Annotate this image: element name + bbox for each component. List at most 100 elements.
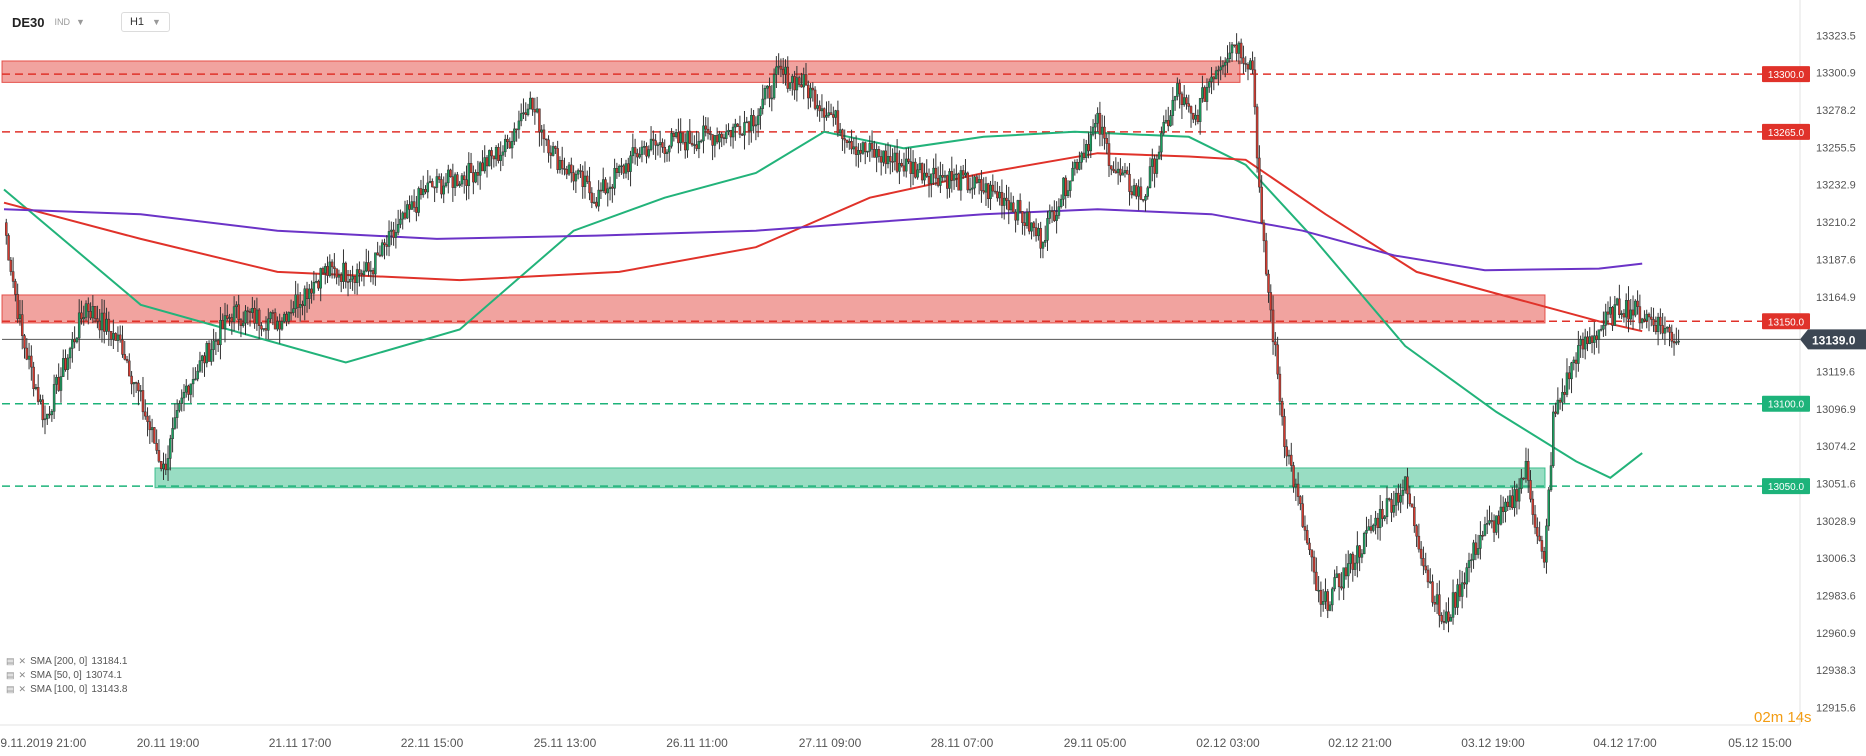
level-label-box (1762, 395, 1810, 412)
price-zone (1, 60, 1241, 83)
close-icon[interactable]: ✕ (18, 655, 27, 666)
candle-body (617, 166, 621, 173)
candle-body (134, 382, 138, 384)
candle-body (1018, 200, 1022, 212)
candle-body (1009, 202, 1013, 211)
candle-body (1549, 465, 1553, 491)
timeframe-select[interactable]: H1 ▼ (120, 12, 170, 32)
settings-icon[interactable]: ▤ (6, 655, 15, 666)
y-tick-label: 13051.6 (1816, 478, 1856, 490)
candle-body (1344, 567, 1348, 577)
candle-body (1208, 81, 1211, 88)
candle-body (1041, 242, 1045, 249)
candle-body (640, 146, 644, 155)
candle-body (207, 343, 211, 362)
candle-body (362, 270, 366, 275)
candle-body (125, 359, 129, 362)
candle-body (308, 288, 311, 299)
candle-body (1351, 553, 1355, 570)
level-label: 13050.0 (1768, 482, 1805, 493)
candle-body (1451, 592, 1455, 618)
candle-body (1490, 520, 1494, 522)
candle-body (1119, 168, 1122, 176)
candle-body (567, 164, 571, 175)
candle-body (709, 133, 712, 135)
candle-body (825, 115, 828, 118)
candle-body (237, 304, 240, 320)
symbol-name[interactable]: DE30 (12, 14, 45, 30)
candle-body (832, 114, 835, 118)
candle-body (148, 421, 152, 431)
candle-body (196, 370, 199, 380)
candle-body (531, 97, 534, 110)
candle-body (652, 138, 655, 141)
candle-body (1255, 106, 1259, 159)
candle-body (1517, 488, 1521, 502)
candle-body (756, 115, 760, 126)
x-tick-label: 04.12 17:00 (1593, 736, 1657, 750)
settings-icon[interactable]: ▤ (6, 683, 15, 694)
candle-body (1647, 313, 1651, 318)
candle-body (627, 163, 630, 172)
indicator-row-sma50[interactable]: ▤ ✕ SMA [50, 0] 13074.1 (6, 668, 127, 682)
candle-body (829, 112, 833, 115)
candle-body (11, 271, 15, 282)
candle-body (1634, 300, 1637, 316)
candle-body (768, 85, 771, 99)
candle-body (843, 138, 846, 141)
candle-body (246, 310, 250, 313)
candle-body (930, 173, 933, 184)
candle-body (1579, 339, 1582, 346)
candle-body (262, 328, 265, 330)
candle-body (267, 318, 270, 331)
close-icon[interactable]: ✕ (18, 683, 27, 694)
x-tick-label: 19.11.2019 21:00 (0, 736, 87, 750)
candle-body (1567, 372, 1571, 380)
candle-body (1028, 211, 1031, 232)
candle-body (80, 312, 83, 320)
candle-body (1014, 211, 1017, 221)
candle-body (465, 179, 468, 186)
candle-body (781, 68, 785, 75)
candle-body (301, 304, 304, 306)
candle-body (886, 156, 890, 165)
countdown-seconds-unit: s (1804, 709, 1812, 726)
candle-body (681, 132, 685, 143)
candle-body (1624, 300, 1628, 318)
candle-body (264, 328, 268, 331)
indicator-row-sma100[interactable]: ▤ ✕ SMA [100, 0] 13143.8 (6, 682, 127, 696)
candle-body (884, 150, 887, 165)
candle-body (586, 175, 589, 182)
candle-body (1053, 210, 1056, 221)
candle-body (1381, 508, 1384, 519)
candle-body (1650, 316, 1653, 320)
candle-body (647, 149, 651, 157)
indicator-row-sma200[interactable]: ▤ ✕ SMA [200, 0] 13184.1 (6, 654, 127, 668)
candle-body (925, 172, 928, 177)
candle-body (606, 188, 610, 194)
candle-body (1499, 506, 1503, 525)
candle-body (770, 97, 774, 100)
candle-body (1408, 493, 1412, 505)
candle-body (200, 355, 204, 361)
candle-body (251, 307, 254, 313)
candle-body (1545, 525, 1548, 563)
candle-body (982, 190, 985, 193)
candle-body (1388, 498, 1391, 500)
candle-body (66, 357, 70, 370)
settings-icon[interactable]: ▤ (6, 669, 15, 680)
candle-body (378, 254, 382, 257)
candle-body (1504, 501, 1507, 512)
candle-body (1574, 359, 1578, 364)
candle-body (592, 201, 596, 204)
candle-body (1226, 58, 1229, 63)
symbol-dropdown-icon[interactable]: ▼ (76, 17, 85, 27)
candle-body (827, 112, 831, 116)
candle-body (1533, 514, 1537, 528)
candle-body (123, 354, 127, 360)
candle-body (558, 160, 562, 170)
candle-body (1139, 186, 1143, 200)
candle-body (1554, 411, 1557, 414)
close-icon[interactable]: ✕ (18, 669, 27, 680)
